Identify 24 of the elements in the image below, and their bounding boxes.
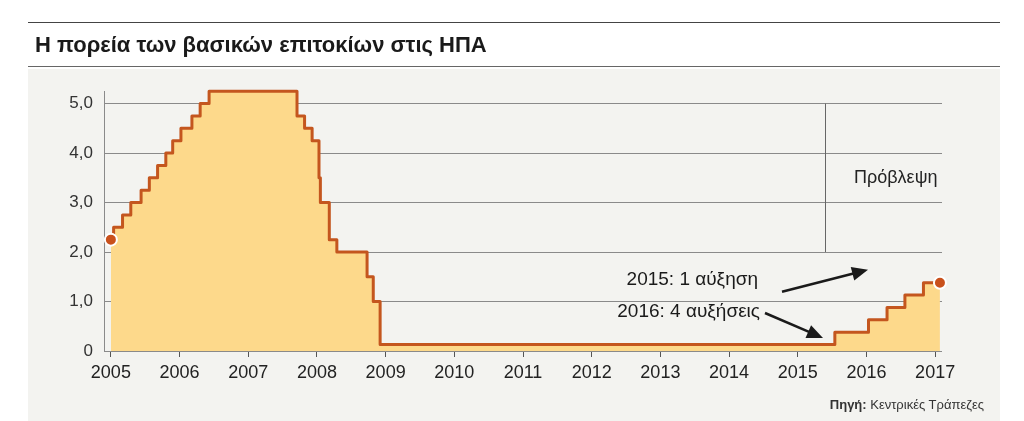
y-tick-label: 5,0 <box>69 93 93 113</box>
chart-title: Η πορεία των βασικών επιτοκίων στις ΗΠΑ <box>35 32 487 58</box>
text: Πηγή: Κεντρικές Τράπεζες <box>829 397 984 412</box>
x-tick-label: 2013 <box>640 361 681 382</box>
x-tick-label: 2014 <box>709 361 750 382</box>
annotation: 2016: 4 αυξήσεις <box>617 300 760 322</box>
x-tick-label: 2009 <box>365 361 406 382</box>
y-tick-label: 0 <box>83 340 93 360</box>
y-tick-label: 4,0 <box>69 142 93 162</box>
x-tick-label: 2012 <box>571 361 612 382</box>
x-tick-label: 2008 <box>296 361 337 382</box>
x-tick-label: 2015 <box>777 361 818 382</box>
y-tick-label: 3,0 <box>69 192 93 212</box>
ref-line-label: Πρόβλεψη <box>854 166 938 187</box>
x-tick-label: 2006 <box>159 361 200 382</box>
x-tick-label: 2005 <box>90 361 131 382</box>
y-tick-label: 1,0 <box>69 291 93 311</box>
x-tick-label: 2007 <box>228 361 269 382</box>
x-tick-label: 2016 <box>846 361 887 382</box>
x-tick-label: 2010 <box>434 361 475 382</box>
annotation: 2015: 1 αύξηση <box>626 268 758 290</box>
x-tick-label: 2011 <box>503 361 543 382</box>
x-tick-label: 2017 <box>915 361 956 382</box>
y-tick-label: 2,0 <box>69 241 93 261</box>
